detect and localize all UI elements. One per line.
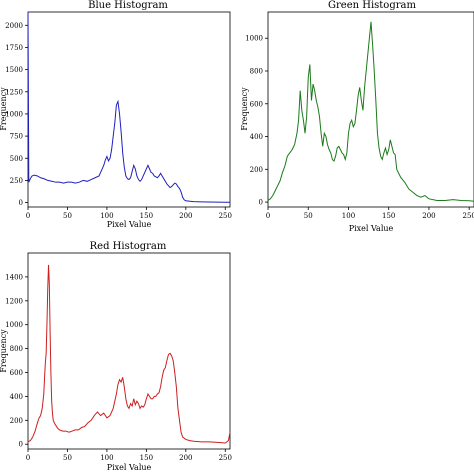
green-histogram-x-axis-label: Pixel Value: [349, 224, 394, 233]
green-histogram-y-tick-label: 0: [259, 199, 263, 207]
green-histogram-plot-frame: [267, 11, 474, 208]
red-histogram-y-tick-label: 200: [10, 417, 23, 425]
red-histogram-x-axis-label: Pixel Value: [107, 463, 152, 472]
green-histogram-y-tick-label: 600: [250, 100, 263, 108]
blue-histogram-x-ticks: 0 50 100 150 200 250: [26, 207, 232, 220]
green-histogram-title: Green Histogram: [328, 0, 416, 11]
red-histogram-panel: Red Histogram 0200400600800100012001400 …: [0, 241, 232, 472]
green-histogram-x-tick-label: 150: [382, 212, 395, 220]
blue-histogram-y-axis-label: Frequency: [0, 87, 8, 131]
red-histogram-y-tick-label: 1400: [5, 273, 23, 281]
green-histogram-y-axis-label: Frequency: [240, 87, 249, 131]
blue-histogram-x-axis-label: Pixel Value: [107, 220, 152, 229]
green-histogram-x-tick-label: 50: [304, 212, 313, 220]
blue-histogram-x-tick-label: 250: [219, 212, 232, 220]
blue-histogram-y-tick-label: 0: [19, 199, 23, 207]
green-histogram-x-tick-label: 200: [422, 212, 435, 220]
blue-histogram-title: Blue Histogram: [88, 0, 168, 11]
green-histogram-x-ticks: 0 50 100 150 200 250: [266, 207, 474, 220]
blue-histogram-x-tick-label: 50: [63, 212, 72, 220]
red-histogram-y-tick-label: 400: [10, 393, 23, 401]
green-histogram-y-ticks: 0 200 400 600 800 1000: [245, 35, 268, 207]
red-histogram-y-tick-label: 800: [10, 345, 23, 353]
green-histogram-x-tick-label: 100: [342, 212, 355, 220]
blue-histogram-x-tick-label: 0: [26, 212, 30, 220]
blue-histogram-plot-frame: [27, 11, 231, 208]
red-histogram-x-ticks: 0 50 100 150 200 250: [26, 449, 232, 462]
red-histogram-title: Red Histogram: [90, 241, 167, 252]
red-histogram-x-tick-label: 0: [26, 454, 30, 462]
red-histogram-y-tick-label: 600: [10, 369, 23, 377]
red-histogram-x-tick-label: 50: [63, 454, 72, 462]
red-histogram-plot-frame: [27, 252, 231, 450]
blue-histogram-y-tick-label: 1750: [5, 44, 23, 52]
blue-histogram-y-tick-label: 2000: [5, 22, 23, 30]
red-histogram-y-axis-label: Frequency: [0, 329, 8, 373]
red-histogram-y-tick-label: 1200: [5, 297, 23, 305]
green-histogram-series-line: [267, 21, 474, 202]
blue-histogram-y-ticks: 0 250 500 750 1000 1250 1500 1750 2000: [5, 22, 28, 207]
blue-histogram-x-tick-label: 100: [100, 212, 113, 220]
blue-histogram-panel: Blue Histogram 0250500750100012501500175…: [0, 0, 232, 229]
red-histogram-y-tick-label: 1000: [5, 321, 23, 329]
green-histogram-y-tick-label: 400: [250, 133, 263, 141]
red-histogram-y-tick-label: 0: [19, 441, 23, 449]
blue-histogram-y-tick-label: 1250: [5, 88, 23, 96]
green-histogram-x-tick-label: 0: [266, 212, 270, 220]
green-histogram-panel: Green Histogram 0 200 400 600 800 1000 0 50 100…: [240, 0, 474, 233]
blue-histogram-y-tick-label: 500: [10, 155, 23, 163]
red-histogram-series-line: [27, 264, 231, 444]
red-histogram-x-tick-label: 150: [140, 454, 153, 462]
green-histogram-x-tick-label: 250: [462, 212, 474, 220]
blue-histogram-y-tick-label: 1500: [5, 66, 23, 74]
green-histogram-y-tick-label: 200: [250, 166, 263, 174]
red-histogram-x-tick-label: 200: [179, 454, 192, 462]
green-histogram-y-tick-label: 1000: [245, 35, 263, 43]
blue-histogram-x-tick-label: 200: [179, 212, 192, 220]
blue-histogram-y-tick-label: 1000: [5, 110, 23, 118]
blue-histogram-series-line: [27, 11, 231, 203]
red-histogram-x-tick-label: 100: [100, 454, 113, 462]
red-histogram-y-ticks: 0 200 400 600 800 1000 1200 1400: [5, 273, 28, 449]
red-histogram-x-tick-label: 250: [219, 454, 232, 462]
blue-histogram-y-tick-label: 250: [10, 177, 23, 185]
blue-histogram-y-tick-label: 750: [10, 133, 23, 141]
blue-histogram-x-tick-label: 150: [140, 212, 153, 220]
green-histogram-y-tick-label: 800: [250, 67, 263, 75]
